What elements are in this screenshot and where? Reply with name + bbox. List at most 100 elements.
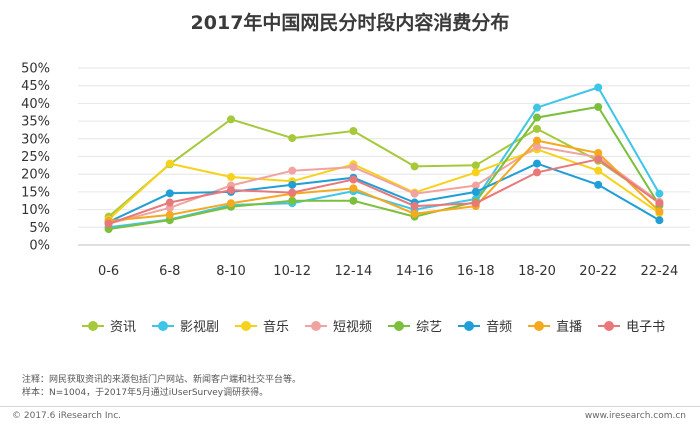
legend-label: 影视剧 bbox=[180, 320, 220, 335]
data-point bbox=[471, 187, 480, 196]
y-tick-label: 45% bbox=[21, 79, 50, 94]
data-point bbox=[410, 209, 419, 218]
legend-label: 音频 bbox=[486, 320, 513, 335]
data-point bbox=[594, 148, 603, 157]
data-point bbox=[533, 103, 541, 112]
data-point bbox=[655, 189, 664, 198]
legend-item: 音乐 bbox=[235, 316, 289, 335]
legend-marker bbox=[604, 320, 615, 331]
legend-item: 短视频 bbox=[305, 316, 372, 335]
y-tick-label: 10% bbox=[21, 203, 50, 218]
data-point bbox=[349, 127, 358, 136]
data-point bbox=[655, 207, 664, 216]
data-point bbox=[288, 180, 297, 189]
series-line bbox=[108, 162, 660, 223]
legend-item: 影视剧 bbox=[152, 316, 219, 335]
chart-title: 2017年中国网民分时段内容消费分布 bbox=[190, 12, 510, 34]
line-chart: 0% 5% 10% 15% 20% 25% 30% 35% 40% 45% 50% 0-6 6-8 8-… bbox=[21, 62, 690, 279]
series-line bbox=[108, 105, 661, 231]
data-point bbox=[471, 168, 480, 177]
data-point bbox=[227, 173, 235, 182]
legend-item: 音频 bbox=[458, 316, 512, 335]
legend-label: 直播 bbox=[556, 320, 583, 335]
chart-legend: 资讯 影视剧 音乐 短视频 综艺 音频 直播 电子书 bbox=[82, 316, 675, 335]
data-point bbox=[227, 199, 235, 208]
data-point bbox=[533, 124, 541, 133]
footer-divider bbox=[0, 406, 700, 407]
x-tick-label: 0-6 bbox=[98, 264, 119, 279]
data-point bbox=[165, 159, 174, 168]
legend-swatch bbox=[388, 320, 411, 331]
legend-item: 资讯 bbox=[82, 316, 136, 335]
data-point bbox=[288, 188, 297, 197]
data-point bbox=[349, 175, 358, 184]
website-text: www.iresearch.com.cn bbox=[584, 411, 686, 421]
y-tick-label: 50% bbox=[21, 62, 50, 77]
y-tick-label: 0% bbox=[29, 239, 50, 254]
data-point bbox=[349, 184, 358, 193]
x-tick-label: 10-12 bbox=[273, 264, 311, 279]
legend-swatch bbox=[598, 320, 621, 331]
legend-swatch bbox=[305, 320, 328, 331]
legend-swatch bbox=[152, 320, 175, 331]
data-point bbox=[227, 186, 235, 195]
note-line: 注释：网民获取资讯的来源包括门户网站、新闻客户端和社交平台等。 bbox=[22, 375, 302, 385]
legend-marker bbox=[158, 320, 169, 331]
data-point bbox=[349, 163, 358, 172]
data-point bbox=[533, 136, 541, 145]
series-line bbox=[107, 148, 660, 221]
data-point bbox=[410, 202, 419, 211]
y-tick-label: 30% bbox=[21, 132, 50, 147]
data-point bbox=[288, 196, 297, 205]
data-point bbox=[533, 142, 541, 151]
data-point bbox=[533, 113, 541, 122]
data-point bbox=[104, 219, 113, 228]
legend-swatch bbox=[82, 320, 104, 331]
legend-label: 资讯 bbox=[110, 320, 137, 335]
x-tick-label: 22-24 bbox=[641, 264, 679, 279]
legend-marker bbox=[534, 320, 545, 331]
x-tick-label: 12-14 bbox=[335, 264, 373, 279]
series-line bbox=[107, 118, 660, 218]
note-line: 样本：N=1004，于2017年5月通过iUserSurvey调研获得。 bbox=[22, 388, 269, 398]
footnotes: 注释：网民获取资讯的来源包括门户网站、新闻客户端和社交平台等。 样本：N=100… bbox=[22, 374, 301, 400]
y-tick-label: 35% bbox=[21, 115, 50, 130]
legend-item: 综艺 bbox=[388, 316, 442, 335]
x-tick-label: 8-10 bbox=[216, 264, 246, 279]
data-point bbox=[594, 180, 603, 189]
data-point bbox=[288, 134, 297, 143]
legend-label: 综艺 bbox=[416, 320, 443, 335]
legend-swatch bbox=[528, 320, 551, 331]
data-point bbox=[594, 155, 603, 164]
legend-swatch bbox=[235, 320, 258, 331]
series-line bbox=[108, 145, 660, 225]
legend-label: 音乐 bbox=[263, 320, 290, 335]
legend-marker bbox=[241, 320, 252, 331]
data-point bbox=[165, 198, 174, 207]
copyright-text: © 2017.6 iResearch Inc. bbox=[12, 411, 122, 421]
data-point bbox=[594, 83, 603, 92]
y-tick-label: 15% bbox=[21, 185, 50, 200]
data-point bbox=[471, 161, 480, 170]
y-tick-label: 20% bbox=[21, 168, 50, 183]
y-tick-label: 40% bbox=[21, 97, 50, 112]
x-tick-label: 16-18 bbox=[457, 264, 495, 279]
y-tick-label: 5% bbox=[29, 221, 50, 236]
data-point bbox=[410, 162, 419, 171]
data-point bbox=[594, 102, 603, 111]
x-tick-label: 20-22 bbox=[579, 264, 617, 279]
data-point bbox=[533, 168, 541, 177]
data-point bbox=[165, 189, 174, 198]
legend-swatch bbox=[458, 320, 481, 331]
data-point bbox=[655, 216, 664, 225]
series-line bbox=[108, 86, 661, 229]
data-point bbox=[471, 199, 480, 208]
x-tick-label: 6-8 bbox=[159, 264, 180, 279]
data-point bbox=[349, 196, 358, 205]
data-point bbox=[288, 166, 297, 175]
legend-item: 直播 bbox=[528, 316, 582, 335]
x-tick-label: 18-20 bbox=[518, 264, 556, 279]
legend-marker bbox=[464, 320, 475, 331]
data-point bbox=[410, 189, 419, 198]
legend-marker bbox=[88, 320, 98, 331]
